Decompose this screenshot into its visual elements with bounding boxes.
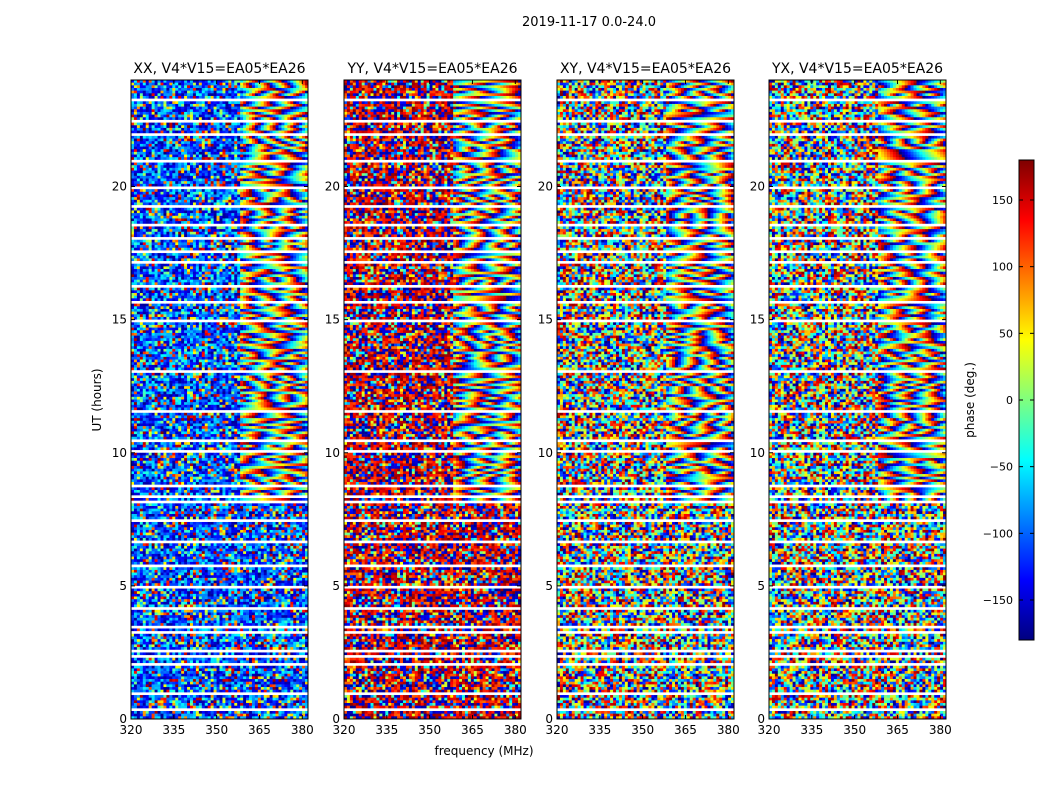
x-tick-label: 365 [674,723,697,737]
x-tick-label: 335 [800,723,823,737]
panel-heatmap [557,80,734,719]
panel-heatmap [769,80,946,719]
panel-heatmap [344,80,521,719]
x-tick-label: 365 [461,723,484,737]
y-tick-label: 15 [325,313,340,327]
y-tick-label: 0 [545,712,553,726]
x-tick-label: 335 [588,723,611,737]
colorbar-tick-label: −100 [983,527,1013,540]
y-tick-label: 10 [750,446,765,460]
x-tick-label: 335 [162,723,185,737]
y-tick-label: 5 [332,579,340,593]
y-tick-label: 20 [325,180,340,194]
y-tick-label: 5 [119,579,127,593]
x-tick-label: 350 [631,723,654,737]
x-tick-label: 350 [843,723,866,737]
y-tick-label: 5 [545,579,553,593]
x-tick-label: 365 [248,723,271,737]
colorbar-tick-label: 0 [1006,394,1013,407]
colorbar: 150 100 50 0 −50 −100 −150 phase (deg.) [963,160,1034,640]
x-tick-label: 380 [929,723,952,737]
y-tick-label: 0 [332,712,340,726]
panel-title: XY, V4*V15=EA05*EA26 [560,61,731,77]
x-axis-label: frequency (MHz) [434,744,533,758]
y-tick-label: 15 [538,313,553,327]
y-tick-label: 0 [119,712,127,726]
x-tick-label: 380 [504,723,527,737]
y-tick-label: 20 [112,180,127,194]
figure-title: 2019-11-17 0.0-24.0 [522,15,656,30]
y-tick-label: 0 [757,712,765,726]
y-tick-label: 5 [757,579,765,593]
x-tick-label: 380 [291,723,314,737]
colorbar-tick-label: −150 [983,594,1013,607]
y-axis-label: UT (hours) [90,368,104,431]
y-tick-label: 15 [750,313,765,327]
colorbar-tick-label: 50 [999,327,1013,340]
colorbar-tick-label: −50 [990,461,1013,474]
y-tick-label: 10 [112,446,127,460]
x-tick-label: 350 [205,723,228,737]
y-tick-label: 10 [325,446,340,460]
y-tick-label: 15 [112,313,127,327]
y-tick-label: 10 [538,446,553,460]
panel-title: XX, V4*V15=EA05*EA26 [133,61,305,77]
x-tick-label: 365 [886,723,909,737]
panel-heatmap [131,80,308,719]
figure: 2019-11-17 0.0-24.0 XX, V4*V15=EA05*EA26… [0,0,1050,800]
colorbar-tick-label: 100 [992,261,1013,274]
y-tick-label: 20 [538,180,553,194]
x-tick-label: 350 [418,723,441,737]
panel-title: YY, V4*V15=EA05*EA26 [346,61,517,77]
x-tick-label: 380 [717,723,740,737]
colorbar-label: phase (deg.) [963,362,977,438]
panel-title: YX, V4*V15=EA05*EA26 [771,61,943,77]
y-tick-label: 20 [750,180,765,194]
colorbar-tick-label: 150 [992,194,1013,207]
x-tick-label: 335 [375,723,398,737]
